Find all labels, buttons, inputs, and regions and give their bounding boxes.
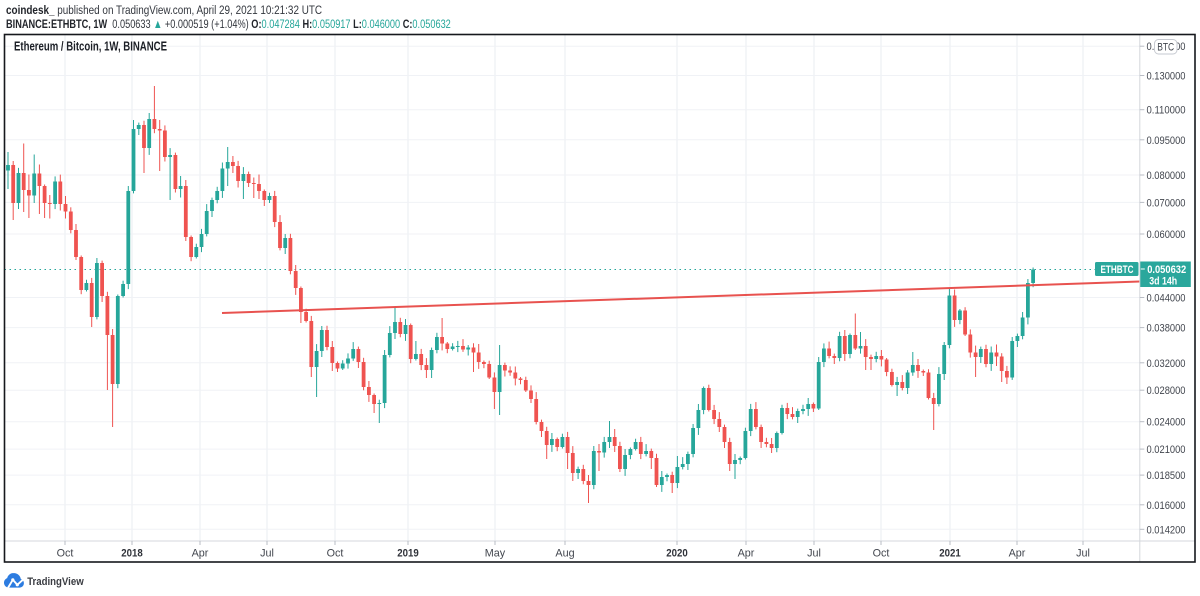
svg-text:0.032000: 0.032000 xyxy=(1147,358,1186,370)
svg-text:2019: 2019 xyxy=(397,548,419,560)
svg-text:Oct: Oct xyxy=(873,548,890,560)
svg-text:Aug: Aug xyxy=(555,548,574,560)
svg-text:Oct: Oct xyxy=(57,548,74,560)
svg-text:Oct: Oct xyxy=(327,548,344,560)
svg-text:3d 14h: 3d 14h xyxy=(1149,276,1177,288)
svg-text:0.018500: 0.018500 xyxy=(1147,470,1186,482)
svg-text:May: May xyxy=(485,548,506,560)
svg-text:0.095000: 0.095000 xyxy=(1147,135,1186,147)
svg-text:Jul: Jul xyxy=(807,548,821,560)
svg-text:0.021000: 0.021000 xyxy=(1147,444,1186,456)
svg-text:2018: 2018 xyxy=(121,548,143,560)
svg-text:TradingView: TradingView xyxy=(27,576,84,588)
svg-text:0.038000: 0.038000 xyxy=(1147,323,1186,335)
svg-text:0.016000: 0.016000 xyxy=(1147,500,1186,512)
svg-text:0.014200: 0.014200 xyxy=(1147,524,1186,536)
svg-text:0.110000: 0.110000 xyxy=(1147,105,1186,117)
svg-text:2021: 2021 xyxy=(939,548,961,560)
svg-text:Apr: Apr xyxy=(1009,548,1026,560)
svg-text:Apr: Apr xyxy=(738,548,755,560)
svg-text:0.028000: 0.028000 xyxy=(1147,385,1186,397)
svg-text:Jul: Jul xyxy=(260,548,274,560)
svg-text:0.080000: 0.080000 xyxy=(1147,170,1186,182)
svg-text:Apr: Apr xyxy=(192,548,209,560)
svg-text:BTC: BTC xyxy=(1157,42,1174,54)
svg-text:0.024000: 0.024000 xyxy=(1147,417,1186,429)
svg-text:2020: 2020 xyxy=(666,548,688,560)
svg-text:Ethereum / Bitcoin, 1W, BINANC: Ethereum / Bitcoin, 1W, BINANCE xyxy=(14,40,167,54)
svg-text:ETHBTC: ETHBTC xyxy=(1101,264,1134,276)
svg-text:0.044000: 0.044000 xyxy=(1147,293,1186,305)
svg-text:0.070000: 0.070000 xyxy=(1147,197,1186,209)
svg-text:Jul: Jul xyxy=(1076,548,1090,560)
svg-text:0.060000: 0.060000 xyxy=(1147,229,1186,241)
svg-text:0.050632: 0.050632 xyxy=(1147,264,1186,276)
svg-text:0.130000: 0.130000 xyxy=(1147,71,1186,83)
